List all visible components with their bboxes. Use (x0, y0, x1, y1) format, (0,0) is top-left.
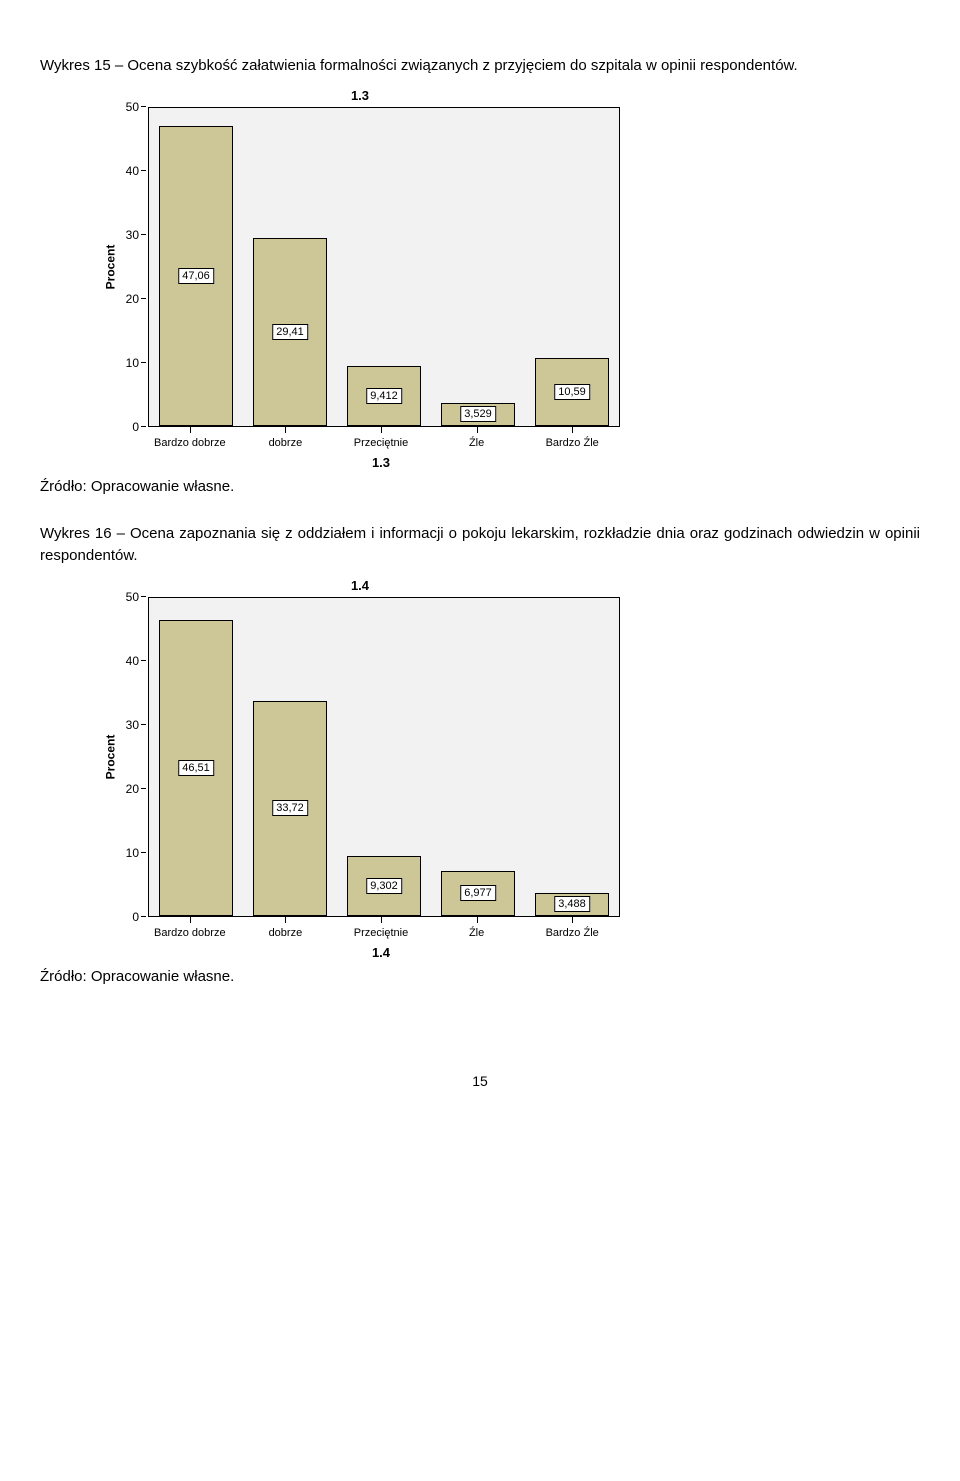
x-tick: Źle (429, 917, 525, 939)
y-axis-label: Procent (100, 597, 120, 917)
x-tick: dobrze (238, 427, 334, 449)
bar: 3,529 (441, 403, 514, 425)
bar-slot: 9,302 (337, 598, 431, 916)
bar-slot: 29,41 (243, 108, 337, 426)
chart-2-caption: Wykres 16 – Ocena zapoznania się z oddzi… (40, 523, 920, 568)
bar: 33,72 (253, 701, 326, 915)
x-tick: Bardzo dobrze (142, 427, 238, 449)
bar-value-label: 47,06 (178, 268, 214, 284)
bar-slot: 47,06 (149, 108, 243, 426)
chart-1-source: Źródło: Opracowanie własne. (40, 478, 920, 495)
y-axis-ticks: 50403020100 (120, 597, 148, 917)
bar-slot: 3,529 (431, 108, 525, 426)
chart-title: 1.3 (100, 88, 620, 103)
bar: 29,41 (253, 238, 326, 425)
bar-value-label: 3,488 (554, 896, 590, 912)
chart-2-source: Źródło: Opracowanie własne. (40, 968, 920, 985)
chart-2: 1.4 Procent50403020100 46,51 33,72 9,302 6,97… (100, 578, 620, 960)
bar-value-label: 33,72 (272, 800, 308, 816)
x-tick: Przeciętnie (333, 427, 429, 449)
bar-value-label: 3,529 (460, 406, 496, 422)
bar-value-label: 9,412 (366, 388, 402, 404)
page-number: 15 (40, 1073, 920, 1089)
bar: 9,302 (347, 856, 420, 915)
bar: 9,412 (347, 366, 420, 426)
x-tick: Przeciętnie (333, 917, 429, 939)
x-axis-ticks: Bardzo dobrzedobrzePrzeciętnieŹleBardzo … (142, 917, 620, 939)
chart-1: 1.3 Procent50403020100 47,06 29,41 9,412 3,52… (100, 88, 620, 470)
bar-value-label: 10,59 (554, 384, 590, 400)
bar-value-label: 29,41 (272, 324, 308, 340)
y-axis-label: Procent (100, 107, 120, 427)
x-axis-label: 1.3 (142, 455, 620, 470)
x-axis-ticks: Bardzo dobrzedobrzePrzeciętnieŹleBardzo … (142, 427, 620, 449)
bar: 47,06 (159, 126, 232, 425)
y-axis-ticks: 50403020100 (120, 107, 148, 427)
bar-value-label: 6,977 (460, 885, 496, 901)
x-tick: Bardzo Źle (524, 427, 620, 449)
bar: 3,488 (535, 893, 608, 915)
bar: 46,51 (159, 620, 232, 916)
bar: 10,59 (535, 358, 608, 425)
bar-slot: 6,977 (431, 598, 525, 916)
chart-title: 1.4 (100, 578, 620, 593)
bar-slot: 3,488 (525, 598, 619, 916)
bar-value-label: 9,302 (366, 878, 402, 894)
bar-slot: 9,412 (337, 108, 431, 426)
x-tick: Bardzo Źle (524, 917, 620, 939)
bar-value-label: 46,51 (178, 760, 214, 776)
plot-area: 46,51 33,72 9,302 6,977 3,488 (148, 597, 620, 917)
plot-area: 47,06 29,41 9,412 3,529 10,59 (148, 107, 620, 427)
x-tick: dobrze (238, 917, 334, 939)
bar-slot: 33,72 (243, 598, 337, 916)
chart-1-caption: Wykres 15 – Ocena szybkość załatwienia f… (40, 55, 920, 78)
bar: 6,977 (441, 871, 514, 915)
x-tick: Źle (429, 427, 525, 449)
bar-slot: 46,51 (149, 598, 243, 916)
bar-slot: 10,59 (525, 108, 619, 426)
x-tick: Bardzo dobrze (142, 917, 238, 939)
x-axis-label: 1.4 (142, 945, 620, 960)
